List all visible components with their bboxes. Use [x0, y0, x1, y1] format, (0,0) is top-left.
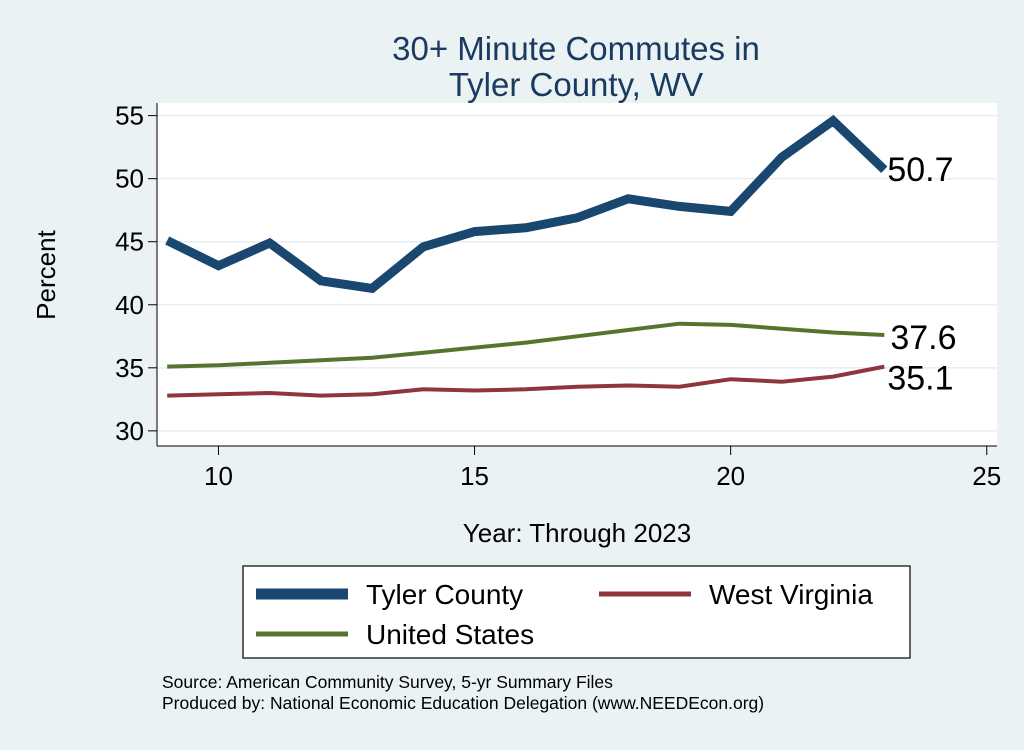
x-tick-label-20: 20: [716, 461, 745, 491]
legend-label-tyler-county: Tyler County: [366, 579, 523, 610]
chart-title-line-2: Tyler County, WV: [449, 66, 703, 103]
chart-title-line-1: 30+ Minute Commutes in: [392, 30, 760, 67]
series-line-tyler-county: [165, 114, 888, 294]
end-labels: 50.7 35.137.6: [887, 151, 956, 398]
series-line-united-states: [167, 321, 885, 369]
legend-label-west-virginia: West Virginia: [709, 579, 873, 610]
legend-label-united-states: United States: [366, 619, 534, 650]
x-tick-label-10: 10: [204, 461, 233, 491]
series-line-west-virginia: [167, 364, 885, 398]
legend-box: [242, 565, 911, 659]
end-label-tyler-county: 50.7: [887, 151, 953, 189]
y-ticks: 30 35 40 45 50 55: [115, 101, 157, 446]
y-tick-label-50: 50: [115, 164, 144, 194]
end-label-united-states: 37.6: [890, 319, 956, 357]
produced-by-note: Produced by: National Economic Education…: [162, 693, 764, 713]
source-note: Source: American Community Survey, 5-yr …: [162, 672, 613, 692]
y-axis-label: Percent: [31, 229, 61, 319]
x-tick-label-15: 15: [460, 461, 489, 491]
y-tick-label-45: 45: [115, 227, 144, 257]
y-tick-label-30: 30: [115, 416, 144, 446]
plot-area: [157, 103, 997, 446]
x-tick-label-25: 25: [972, 461, 1001, 491]
series-lines: [165, 114, 888, 398]
end-label-west-virginia: 35.1: [887, 360, 953, 398]
x-ticks: 10 15 20 25: [204, 446, 1001, 491]
gridlines: [157, 114, 997, 432]
x-axis-label: Year: Through 2023: [463, 518, 691, 548]
y-tick-label-35: 35: [115, 353, 144, 383]
y-tick-label-40: 40: [115, 290, 144, 320]
y-tick-label-55: 55: [115, 101, 144, 131]
